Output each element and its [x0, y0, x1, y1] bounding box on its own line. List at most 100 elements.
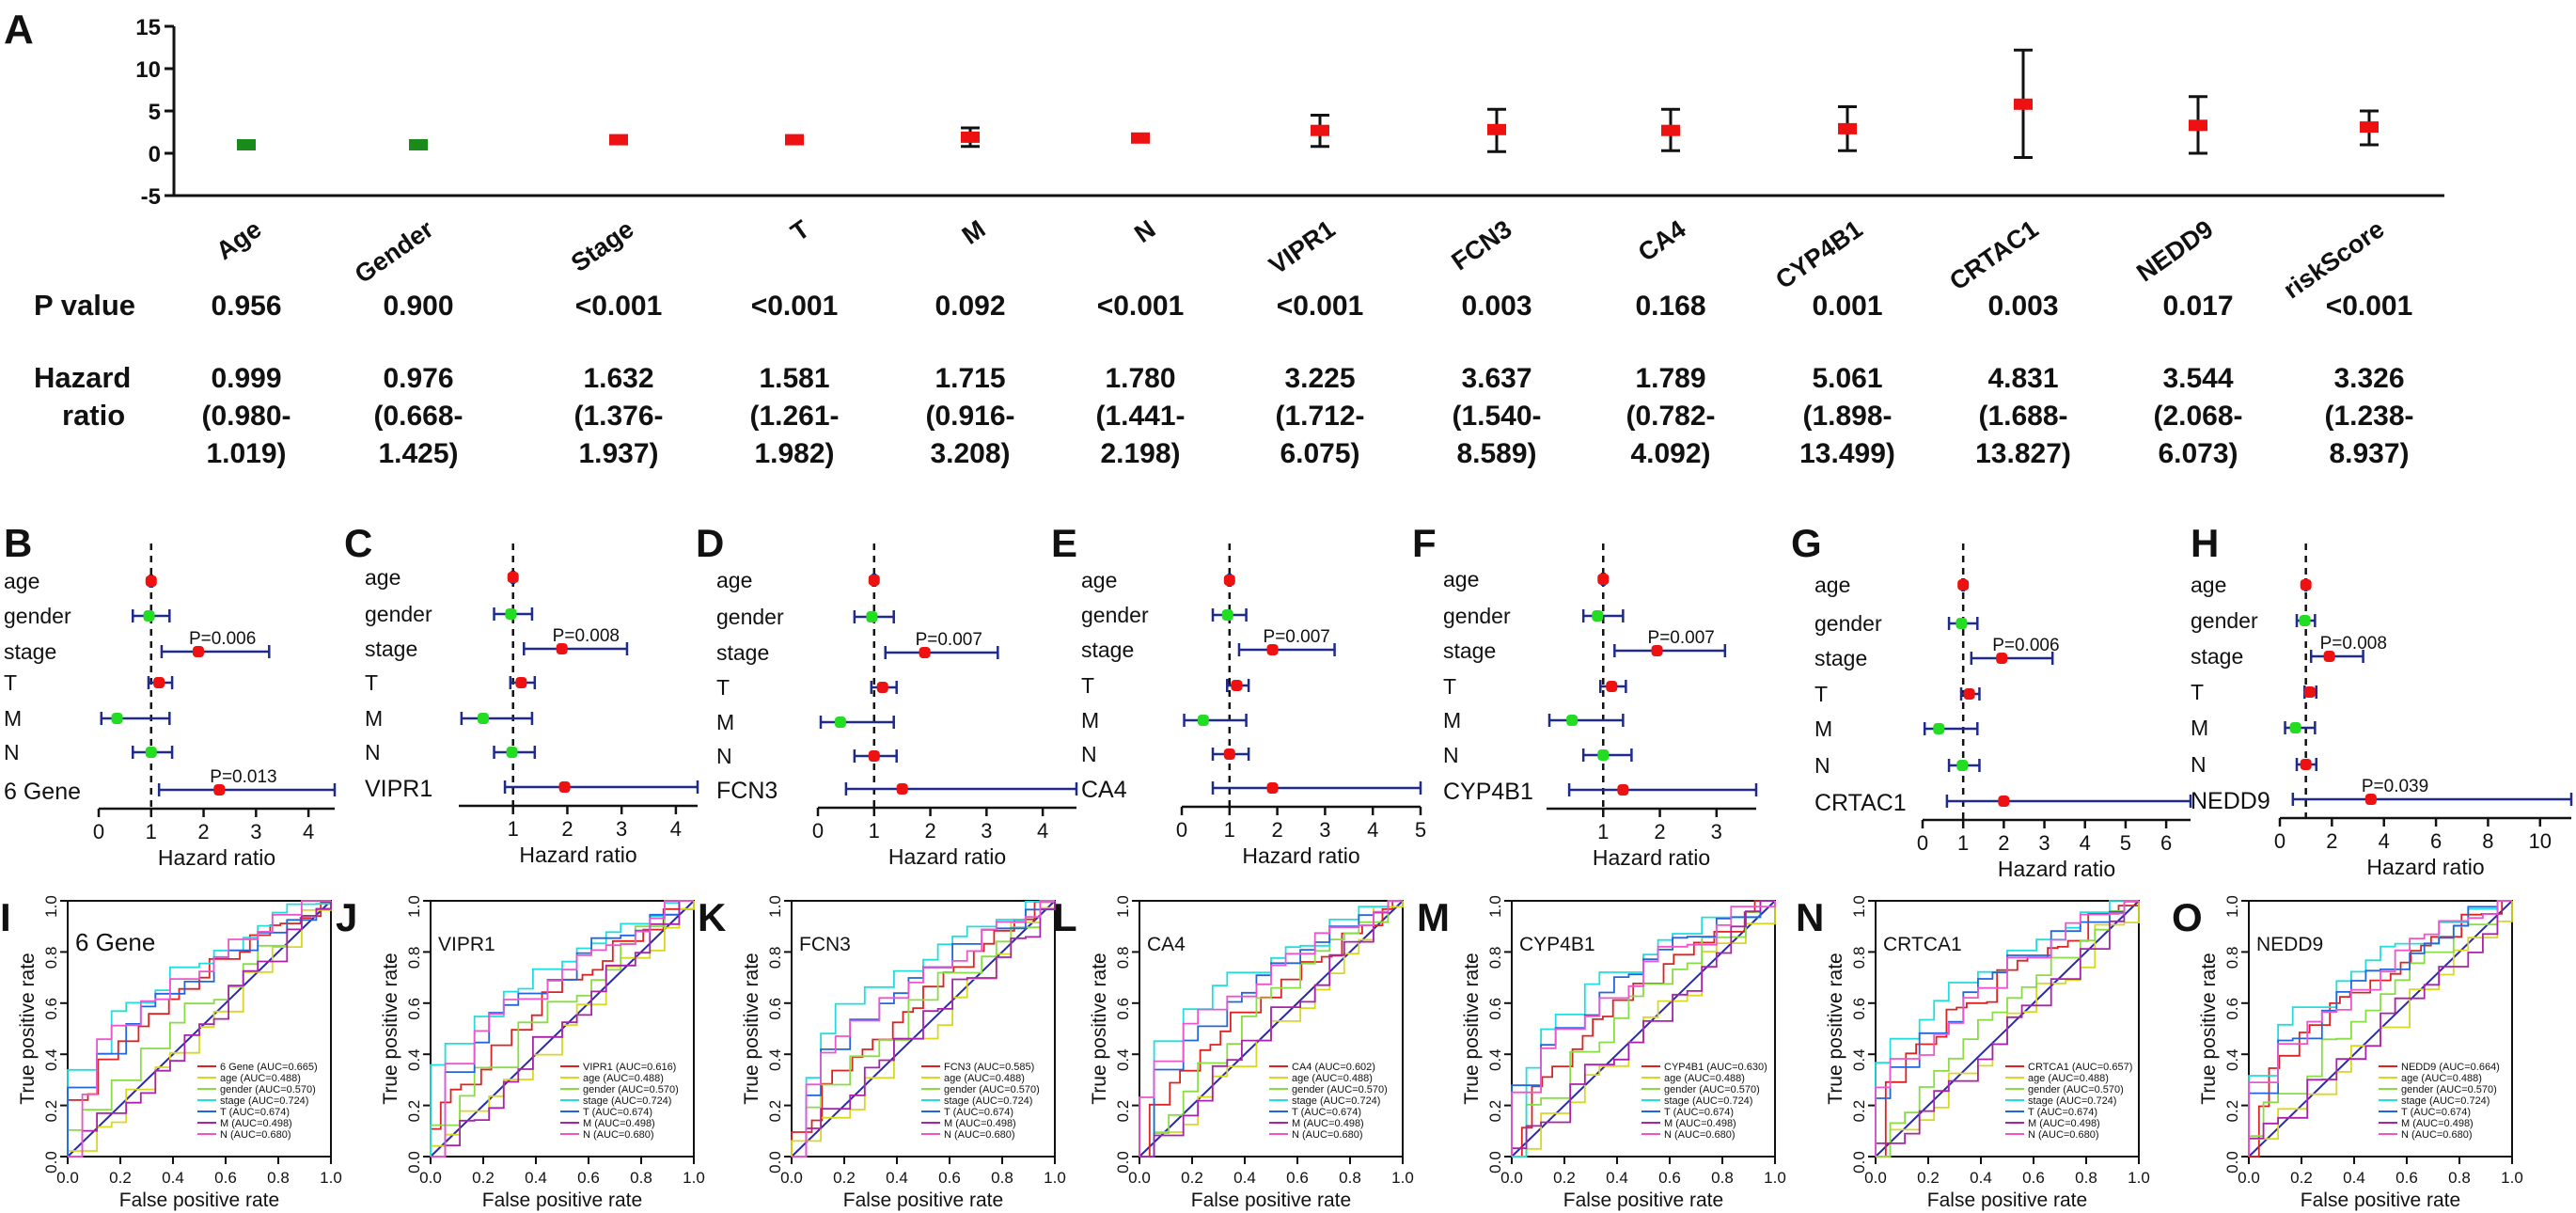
forest-e-row-label: stage — [1081, 638, 1134, 662]
panel-label-f: F — [1412, 521, 1437, 565]
roc-k-ylabel: True positive rate — [741, 953, 762, 1104]
panel-a-y-tick-label: -5 — [141, 184, 161, 210]
roc-m-legend-entry: T (AUC=0.674) — [1664, 1107, 1734, 1118]
panel-a-hazard-ratio: (1.898- — [1802, 401, 1892, 432]
forest-c-x-tick-label: 1 — [508, 817, 519, 841]
panel-a-hazard-ratio: (0.916- — [925, 401, 1014, 432]
forest-f-point — [1606, 681, 1618, 692]
panel-label-h: H — [2191, 521, 2219, 565]
forest-e-xlabel: Hazard ratio — [1242, 843, 1359, 868]
roc-i-curve — [68, 901, 332, 1158]
roc-j-y-tick-label: 0.2 — [405, 1100, 423, 1123]
forest-h-point — [2364, 794, 2377, 805]
roc-l-x-tick-label: 0.2 — [1181, 1169, 1203, 1187]
forest-g-point — [1933, 723, 1945, 734]
forest-b-x-tick-label: 4 — [303, 820, 314, 843]
roc-i-y-tick-label: 0.8 — [42, 947, 60, 969]
roc-n-y-tick-label: 0.0 — [1850, 1151, 1868, 1174]
roc-l-gene-title: CA4 — [1147, 934, 1186, 955]
forest-f-x-tick-label: 3 — [1711, 820, 1722, 843]
panel-a-hazard-ratio: 3.544 — [2162, 363, 2233, 394]
roc-j-x-tick-label: 0.0 — [419, 1169, 442, 1187]
forest-h-point — [2289, 722, 2301, 733]
forest-h-point — [2300, 759, 2312, 770]
roc-m-gene-title: CYP4B1 — [1519, 934, 1595, 955]
panel-a-hazard-label: Hazard — [34, 361, 131, 394]
roc-n: N 0.00.0 0.2 0.2 0.4 0.4 0.6 0.6 0.8 0.8 1.0 1.0 Fal… — [1796, 895, 2150, 1211]
roc-i-legend-entry: N (AUC=0.680) — [220, 1129, 291, 1141]
roc-m-legend-entry: CYP4B1 (AUC=0.630) — [1664, 1062, 1767, 1073]
panel-a-hazard-ratio: 4.831 — [1987, 363, 2058, 394]
roc-n-y-tick-label: 0.6 — [1850, 998, 1868, 1020]
panel-label-j: J — [336, 895, 357, 939]
roc-n-legend-entry: gender (AUC=0.570) — [2028, 1084, 2124, 1095]
roc-n-y-tick-label: 0.2 — [1850, 1100, 1868, 1123]
panel-a-y-tick-label: 15 — [135, 15, 161, 40]
roc-j-curve — [430, 901, 695, 1157]
roc-i-y-tick-label: 0.6 — [42, 998, 60, 1020]
roc-o-gene-title: NEDD9 — [2256, 934, 2323, 955]
roc-k-curve — [792, 901, 1056, 1158]
panel-label-m: M — [1417, 895, 1450, 939]
forest-d-row-label: stage — [716, 640, 769, 665]
forest-c-row-label: gender — [365, 602, 432, 626]
roc-m-legend-entry: N (AUC=0.680) — [1664, 1129, 1736, 1141]
forest-g-p-annotation: P=0.006 — [1992, 636, 2059, 655]
panel-a-variable-label: Gender — [350, 214, 439, 289]
forest-f-point — [1651, 645, 1663, 656]
forest-b-row-label: N — [4, 740, 20, 764]
panel-a-point-Gender — [409, 139, 428, 150]
roc-i-y-tick-label: 0.0 — [42, 1151, 60, 1174]
roc-i-frame — [67, 900, 332, 1158]
roc-n-xlabel: False positive rate — [1927, 1189, 2087, 1211]
forest-b-p-annotation: P=0.013 — [210, 767, 276, 787]
forest-h-point — [2300, 579, 2312, 591]
forest-d-point — [866, 611, 878, 622]
roc-m-y-tick-label: 0.2 — [1486, 1100, 1504, 1123]
roc-l-frame — [1139, 900, 1404, 1158]
forest-d-row-label: gender — [716, 605, 784, 629]
forest-h-x-tick-label: 2 — [2326, 829, 2337, 853]
forest-g-point — [1957, 579, 1970, 591]
roc-k-legend-entry: N (AUC=0.680) — [944, 1129, 1015, 1141]
roc-k-x-tick-label: 0.0 — [780, 1169, 803, 1187]
roc-m-y-tick-label: 0.4 — [1486, 1048, 1504, 1071]
roc-i-legend-entry: stage (AUC=0.724) — [220, 1095, 308, 1107]
forest-h-row-label: NEDD9 — [2191, 788, 2270, 814]
roc-o-x-tick-label: 0.8 — [2448, 1169, 2471, 1187]
roc-l-y-tick-label: 0.6 — [1114, 998, 1132, 1020]
forest-d-row-label: T — [716, 675, 730, 700]
panel-a-p-value-label: P value — [34, 289, 135, 322]
roc-l-legend-entry: gender (AUC=0.570) — [1292, 1084, 1388, 1095]
roc-j-curve — [431, 900, 694, 1158]
roc-o-legend-entry: T (AUC=0.674) — [2401, 1107, 2471, 1118]
panel-a-p-value: 0.003 — [1461, 291, 1531, 322]
roc-i-x-tick-label: 1.0 — [320, 1169, 342, 1187]
roc-j-x-tick-label: 0.4 — [525, 1169, 547, 1187]
roc-m-legend-entry: gender (AUC=0.570) — [1664, 1084, 1760, 1095]
panel-a-hazard-ratio: (0.782- — [1626, 401, 1715, 432]
forest-b-point — [153, 677, 165, 688]
panel-a-p-value: <0.001 — [1277, 291, 1364, 322]
roc-l-xlabel: False positive rate — [1191, 1189, 1351, 1211]
roc-n-x-tick-label: 0.6 — [2022, 1169, 2045, 1187]
roc-j-curve — [430, 901, 695, 1157]
roc-i-legend-entry: M (AUC=0.498) — [220, 1118, 292, 1129]
roc-k-curve — [792, 901, 1056, 1158]
forest-b-x-tick-label: 1 — [146, 820, 157, 843]
forest-g-point — [1996, 653, 2008, 664]
panel-a-p-value: 0.900 — [383, 291, 453, 322]
forest-h-point — [2299, 615, 2311, 626]
roc-l-legend-entry: stage (AUC=0.724) — [1292, 1095, 1380, 1107]
roc-o: O 0.00.0 0.2 0.2 0.4 0.4 0.6 0.6 0.8 0.8 1.0 1.0 Fal… — [2172, 895, 2523, 1211]
forest-c-row-label: VIPR1 — [365, 776, 432, 802]
roc-i-y-tick-label: 0.2 — [42, 1100, 60, 1123]
panel-a-point-Age — [237, 139, 256, 150]
forest-f-row-label: T — [1443, 674, 1456, 699]
roc-k-legend-entry: T (AUC=0.674) — [944, 1107, 1013, 1118]
panel-a-y-tick-label: 10 — [135, 57, 161, 83]
roc-m-legend-entry: age (AUC=0.488) — [1664, 1073, 1745, 1084]
panel-a-point-T — [785, 134, 804, 146]
panel-label-i: I — [0, 895, 11, 939]
panel-a-p-value: 0.017 — [2162, 291, 2233, 322]
